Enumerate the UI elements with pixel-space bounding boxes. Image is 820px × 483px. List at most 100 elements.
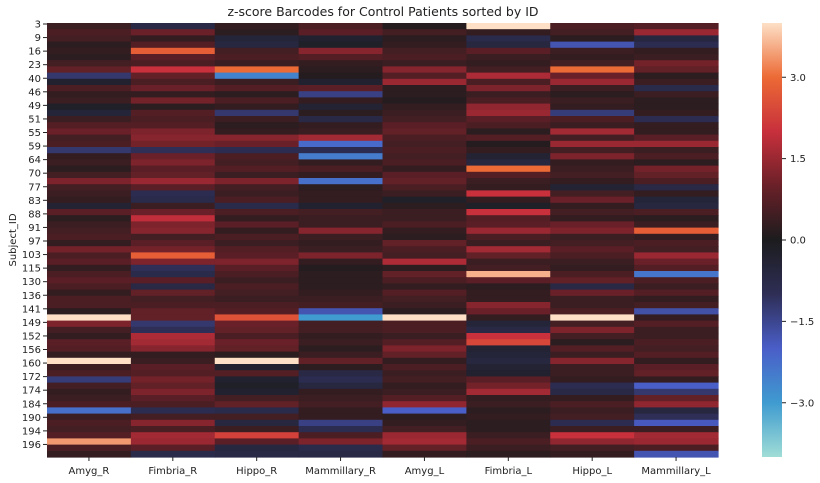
heatmap-cell (47, 320, 132, 328)
heatmap-cell (47, 134, 132, 142)
heatmap-cell (382, 283, 467, 291)
heatmap-cell (298, 147, 384, 154)
heatmap-cell (214, 209, 300, 216)
y-tick-label: 91 (28, 223, 41, 234)
heatmap-cell (550, 240, 635, 247)
heatmap-cell (466, 72, 551, 80)
heatmap-cell (130, 419, 216, 427)
heatmap-cell (130, 153, 216, 160)
heatmap-cell (47, 444, 132, 452)
heatmap-cell (634, 382, 719, 390)
heatmap-cell (47, 333, 132, 340)
heatmap-cell (47, 357, 132, 365)
heatmap-cell (550, 432, 635, 439)
heatmap-cell (382, 407, 467, 415)
heatmap-cell (47, 376, 132, 384)
heatmap-cell (550, 153, 635, 160)
heatmap-cell (47, 326, 132, 334)
heatmap-cell (382, 357, 467, 365)
heatmap-cell (466, 357, 551, 365)
heatmap-cell (634, 47, 719, 55)
heatmap-cell (634, 215, 719, 222)
heatmap-cell (634, 364, 719, 371)
heatmap-cell (382, 345, 467, 353)
heatmap-cell (130, 140, 216, 148)
heatmap-cell (214, 351, 300, 359)
heatmap-cell (550, 376, 635, 384)
heatmap-cell (214, 66, 300, 74)
heatmap-cell (130, 302, 216, 309)
heatmap-cell (634, 264, 719, 272)
heatmap-cell (550, 413, 635, 421)
heatmap-cell (382, 147, 467, 154)
heatmap-cell (382, 432, 467, 439)
heatmap-cell (550, 23, 635, 30)
heatmap-cell (130, 376, 216, 384)
heatmap-cell (47, 184, 132, 191)
heatmap-cell (382, 314, 467, 322)
heatmap-cell (634, 413, 719, 421)
heatmap-cell (550, 35, 635, 43)
heatmap-cell (298, 426, 384, 433)
heatmap-cell (466, 240, 551, 247)
heatmap-cell (550, 345, 635, 353)
x-tick-label: Mammillary_R (305, 466, 376, 477)
heatmap-cell (634, 227, 719, 235)
heatmap-cell (466, 109, 551, 117)
heatmap-cell (47, 85, 132, 92)
heatmap-cell (550, 351, 635, 359)
heatmap-cell (47, 382, 132, 390)
heatmap-cell (130, 60, 216, 67)
heatmap-cell (466, 444, 551, 452)
heatmap-cell (550, 60, 635, 67)
heatmap-cell (298, 345, 384, 353)
heatmap-cell (47, 295, 132, 303)
heatmap-cell (298, 134, 384, 142)
heatmap-cell (214, 258, 300, 266)
heatmap-cell (130, 103, 216, 111)
heatmap-cell (214, 240, 300, 247)
heatmap-cell (634, 289, 719, 297)
heatmap-cell (466, 35, 551, 43)
heatmap-cell (550, 227, 635, 235)
heatmap-cell (130, 78, 216, 86)
heatmap-cell (298, 289, 384, 297)
heatmap-cell (382, 289, 467, 297)
heatmap-cell (298, 41, 384, 49)
heatmap-cell (47, 47, 132, 55)
heatmap-cell (214, 54, 300, 61)
heatmap-cell (466, 128, 551, 136)
heatmap-cell (382, 438, 467, 446)
heatmap-cell (466, 165, 551, 173)
heatmap-cell (382, 271, 467, 278)
heatmap-cell (130, 159, 216, 167)
heatmap-cell (47, 240, 132, 247)
heatmap-cell (550, 277, 635, 284)
heatmap-cell (130, 320, 216, 328)
heatmap-cell (466, 54, 551, 61)
heatmap-cell (214, 97, 300, 105)
heatmap-cell (214, 407, 300, 415)
heatmap-cell (214, 202, 300, 210)
heatmap-cell (214, 184, 300, 191)
heatmap-cell (466, 302, 551, 309)
heatmap-cell (214, 29, 300, 36)
heatmap-cell (130, 35, 216, 43)
y-tick-label: 152 (22, 331, 41, 342)
heatmap-cell (47, 351, 132, 359)
heatmap-cell (382, 295, 467, 303)
heatmap-cell (550, 426, 635, 433)
heatmap-cell (214, 122, 300, 129)
heatmap-cell (466, 438, 551, 446)
heatmap-cell (634, 202, 719, 210)
heatmap-cell (298, 85, 384, 92)
y-tick-label: 136 (22, 291, 41, 302)
heatmap-cell (130, 295, 216, 303)
heatmap-cell (214, 78, 300, 86)
heatmap-cell (382, 54, 467, 61)
y-tick-label: 77 (28, 182, 41, 193)
heatmap-cell (214, 401, 300, 408)
heatmap-cell (382, 171, 467, 179)
heatmap-cell (214, 103, 300, 111)
heatmap-cell (634, 240, 719, 247)
